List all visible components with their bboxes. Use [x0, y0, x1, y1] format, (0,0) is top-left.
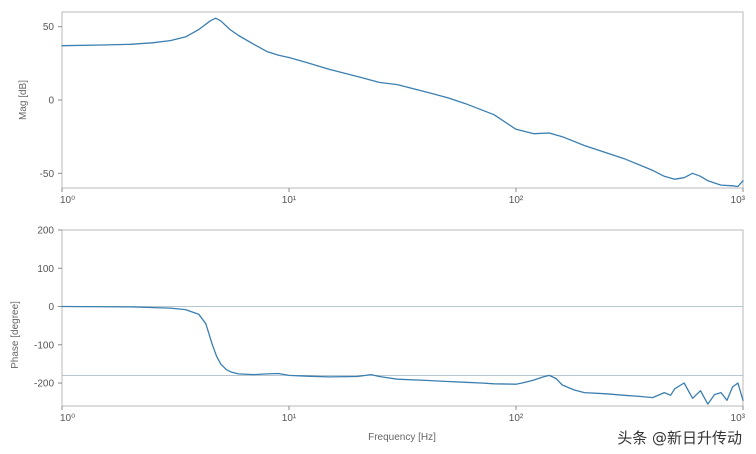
phase-marks: 200 100 0 -100 -200 10⁰ 10¹ 10² 10³	[34, 226, 746, 425]
phase-y-tick-label: -200	[34, 379, 54, 390]
magnitude-x-tick-label: 10³	[731, 195, 746, 206]
magnitude-plot-frame	[61, 11, 744, 189]
phase-panel: 200 100 0 -100 -200 10⁰ 10¹ 10² 10³ Phase [degre…	[10, 226, 746, 444]
phase-y-tick-label: 100	[37, 264, 54, 275]
magnitude-panel: 50 0 -50 10⁰ 10¹ 10² 10³ Mag [dB]	[18, 11, 746, 206]
phase-y-tick-label: -100	[34, 340, 54, 351]
magnitude-y-tick-label: -50	[40, 169, 55, 180]
phase-y-axis-label: Phase [degree]	[10, 301, 21, 369]
phase-y-tick-label: 0	[48, 302, 54, 313]
phase-y-tick-label: 200	[37, 226, 54, 237]
phase-series-line	[61, 305, 744, 405]
magnitude-y-axis-label: Mag [dB]	[18, 80, 29, 120]
phase-x-axis-label: Frequency [Hz]	[368, 432, 436, 443]
phase-x-tick-label: 10²	[509, 413, 524, 424]
magnitude-series-line	[61, 17, 744, 188]
phase-x-tick-label: 10¹	[282, 413, 297, 424]
magnitude-x-tick-label: 10²	[509, 195, 524, 206]
magnitude-y-tick-label: 0	[48, 96, 54, 107]
magnitude-marks: 50 0 -50 10⁰ 10¹ 10² 10³	[40, 17, 746, 206]
magnitude-y-tick-label: 50	[43, 22, 55, 33]
watermark: 头条 @新日升传动	[617, 429, 742, 447]
phase-plot-frame	[61, 229, 744, 407]
magnitude-x-tick-label: 10⁰	[60, 195, 75, 206]
phase-x-tick-label: 10³	[731, 413, 746, 424]
magnitude-x-tick-label: 10¹	[282, 195, 297, 206]
phase-x-tick-label: 10⁰	[60, 413, 75, 424]
